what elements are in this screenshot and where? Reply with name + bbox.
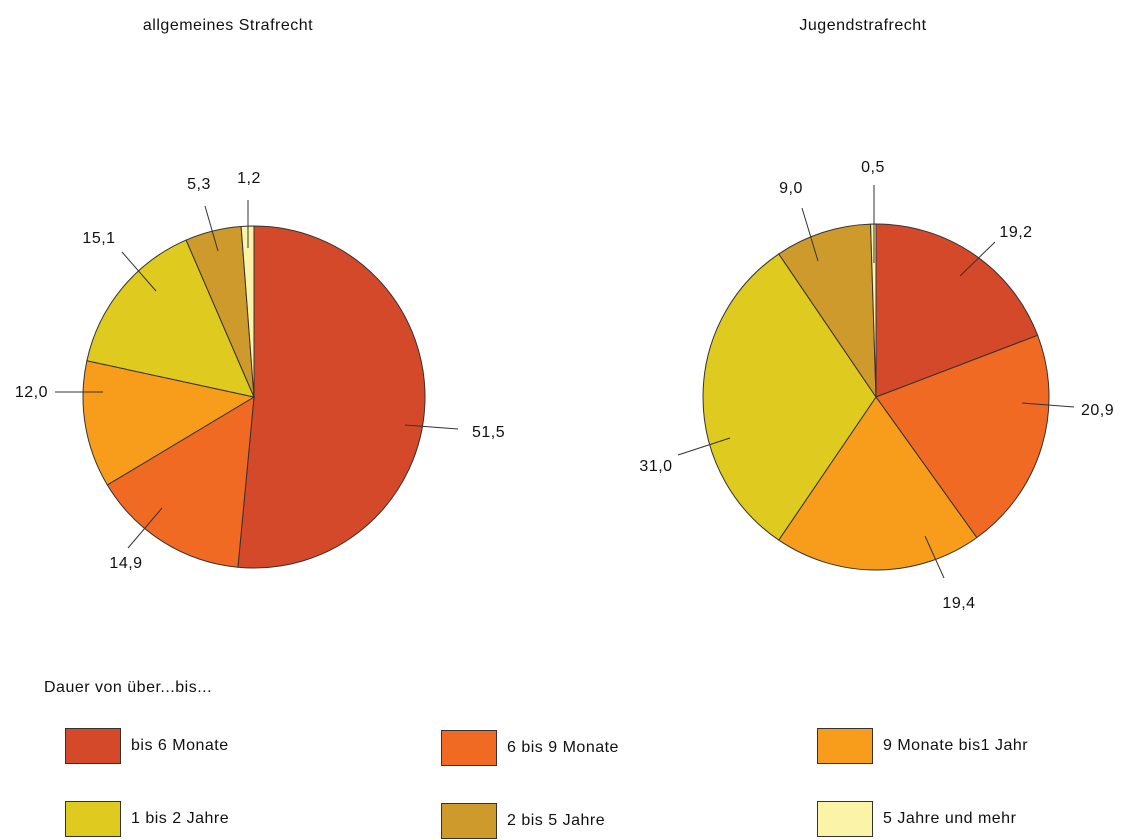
chart-title-allgemeines: allgemeines Strafrecht bbox=[143, 17, 313, 34]
leader-line bbox=[121, 251, 157, 292]
legend-item-5-jahre-und-mehr: 5 Jahre und mehr bbox=[817, 800, 1016, 838]
legend-title: Dauer von über...bis... bbox=[44, 679, 213, 696]
leader-line bbox=[924, 535, 945, 579]
leader-line bbox=[127, 507, 163, 549]
pie-slice bbox=[82, 360, 256, 486]
legend-item-2-bis-5-jahre: 2 bis 5 Jahre bbox=[441, 802, 605, 840]
legend-label: 2 bis 5 Jahre bbox=[507, 812, 606, 829]
data-label: 19,4 bbox=[942, 595, 975, 612]
legend-swatch bbox=[65, 801, 121, 837]
leader-line bbox=[959, 241, 996, 277]
chart-title-jugend: Jugendstrafrecht bbox=[799, 17, 926, 34]
legend-label: 5 Jahre und mehr bbox=[883, 810, 1017, 827]
pie-slice bbox=[237, 225, 426, 569]
pie-charts: allgemeines Strafrecht Jugendstrafrecht … bbox=[15, 17, 1114, 612]
legend-swatch bbox=[817, 728, 873, 764]
pie-slice bbox=[702, 253, 877, 541]
data-label: 9,0 bbox=[779, 180, 803, 197]
legend-item-6-bis-9-monate: 6 bis 9 Monate bbox=[441, 729, 619, 767]
pie-slice bbox=[875, 223, 1039, 398]
pie-slice bbox=[86, 239, 255, 398]
legend-swatch bbox=[817, 801, 873, 837]
data-label: 0,5 bbox=[861, 159, 885, 176]
legend-label: bis 6 Monate bbox=[131, 737, 229, 754]
data-label: 20,9 bbox=[1081, 402, 1114, 419]
leader-line bbox=[404, 424, 459, 430]
data-label: 19,2 bbox=[999, 224, 1032, 241]
legend-item-bis-6-monate: bis 6 Monate bbox=[65, 727, 229, 765]
pie-slice bbox=[778, 396, 978, 571]
legend-label: 1 bis 2 Jahre bbox=[131, 810, 230, 827]
data-label: 15,1 bbox=[82, 230, 115, 247]
data-label: 1,2 bbox=[237, 170, 261, 187]
pie-allgemeines-strafrecht: 51,5 14,9 12,0 15,1 5,3 1,2 bbox=[15, 170, 505, 572]
data-label: 12,0 bbox=[15, 384, 48, 401]
legend-item-1-bis-2-jahre: 1 bis 2 Jahre bbox=[65, 800, 229, 838]
data-label: 31,0 bbox=[639, 458, 672, 475]
legend-label: 6 bis 9 Monate bbox=[507, 739, 619, 756]
pie-slice bbox=[870, 223, 877, 398]
data-label: 5,3 bbox=[187, 176, 211, 193]
legend-swatch bbox=[65, 728, 121, 764]
legend-swatch bbox=[441, 730, 497, 766]
legend-item-9-monate-bis-1-jahr: 9 Monate bis1 Jahr bbox=[817, 727, 1028, 765]
pie-jugendstrafrecht: 19,2 20,9 19,4 31,0 9,0 0,5 bbox=[639, 159, 1114, 612]
legend-swatch bbox=[441, 803, 497, 839]
data-label: 51,5 bbox=[472, 424, 505, 441]
pie-slice bbox=[778, 223, 877, 399]
pie-slice bbox=[106, 396, 255, 568]
leader-line bbox=[204, 205, 219, 252]
leader-line bbox=[1021, 402, 1075, 408]
leader-line bbox=[677, 437, 731, 456]
legend-label: 9 Monate bis1 Jahr bbox=[883, 737, 1029, 754]
leader-line bbox=[801, 207, 819, 262]
data-label: 14,9 bbox=[109, 555, 142, 572]
pie-slice bbox=[875, 334, 1050, 539]
